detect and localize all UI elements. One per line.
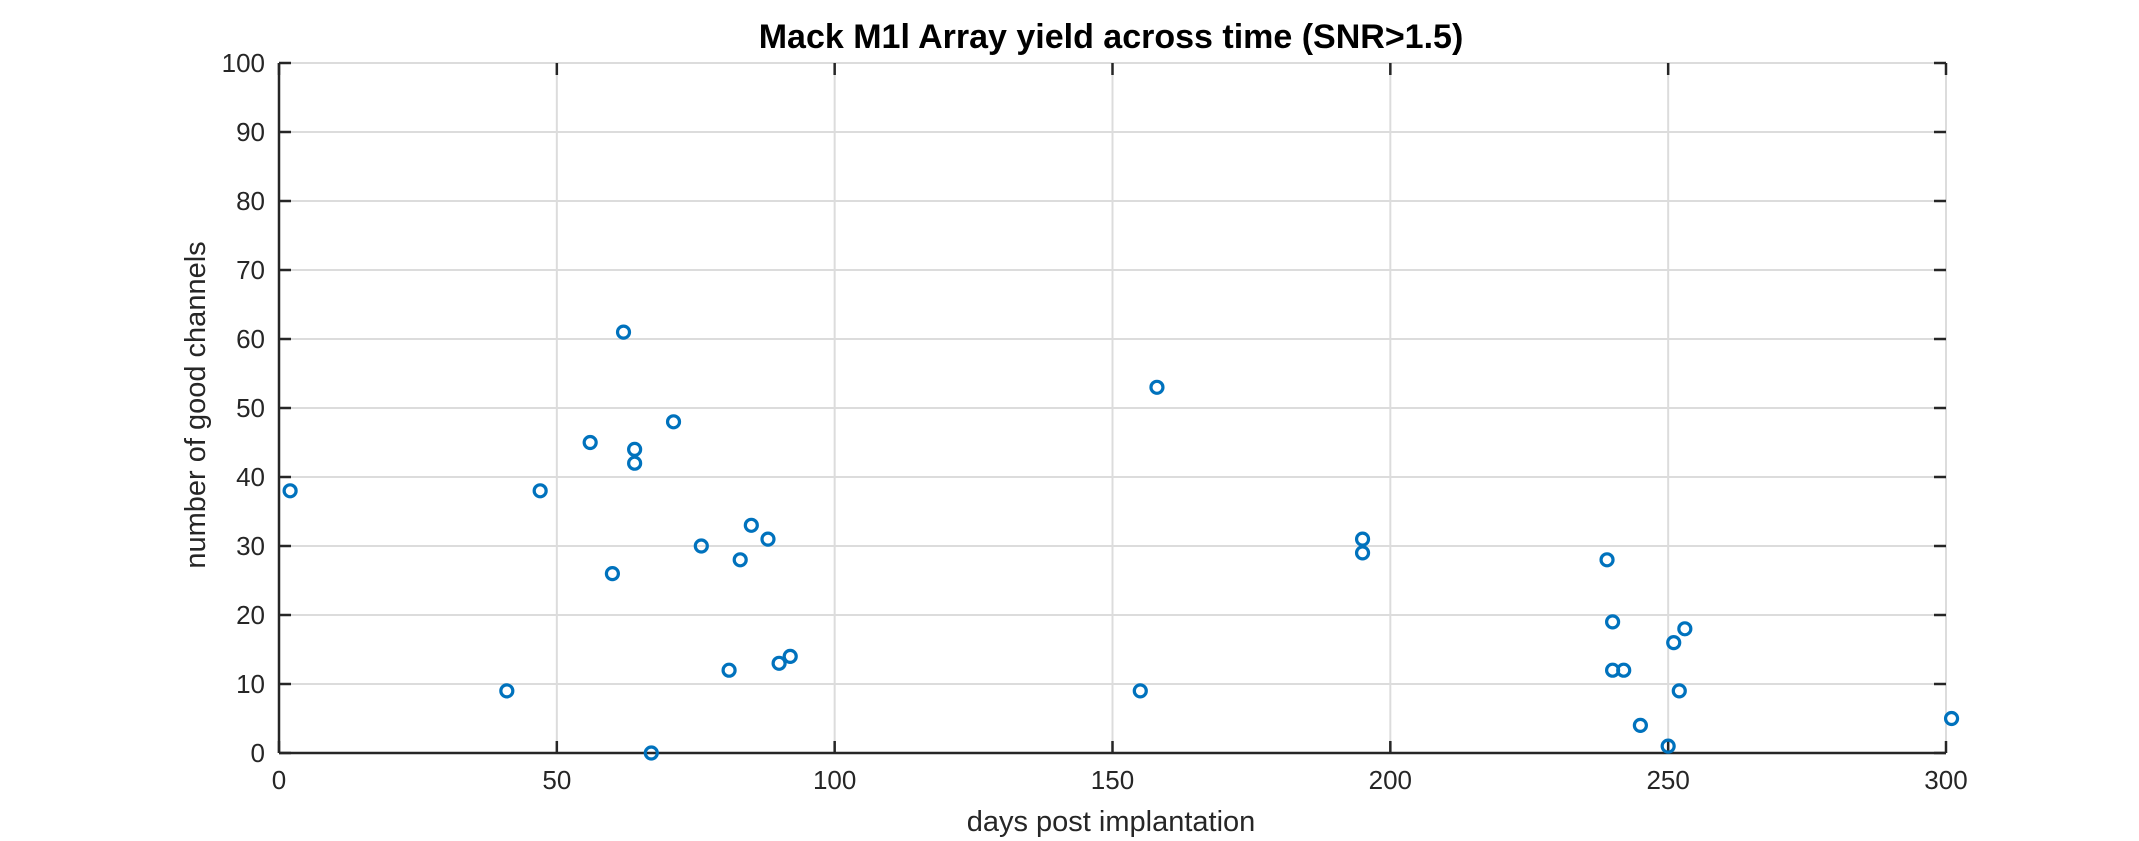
y-tick-label: 50 <box>236 393 265 423</box>
data-point <box>1666 634 1682 651</box>
data-point <box>732 552 748 568</box>
data-point <box>627 455 643 471</box>
data-point <box>604 565 621 582</box>
x-tick-label: 300 <box>1924 765 1967 795</box>
data-point <box>760 531 776 547</box>
data-point <box>643 745 659 761</box>
x-tick-label: 100 <box>813 765 856 795</box>
data-point <box>1149 379 1165 395</box>
chart-title: Mack M1l Array yield across time (SNR>1.… <box>759 18 1464 56</box>
data-point <box>693 538 709 554</box>
data-point <box>1604 614 1621 630</box>
y-tick-label: 100 <box>222 48 265 78</box>
data-point <box>1660 738 1676 754</box>
grid <box>278 62 1947 754</box>
data-point <box>743 517 759 533</box>
y-axis-label: number of good channels <box>180 241 212 568</box>
y-tick-label: 70 <box>236 255 265 285</box>
data-point <box>771 655 787 671</box>
data-point <box>1599 552 1615 568</box>
data-point <box>782 648 798 665</box>
y-tick-label: 0 <box>251 738 265 768</box>
data-point <box>532 483 548 499</box>
x-axis-label: days post implantation <box>967 806 1256 838</box>
x-tick-label: 250 <box>1646 765 1689 795</box>
data-point <box>1671 683 1687 699</box>
x-tick-label: 200 <box>1369 765 1412 795</box>
data-point <box>615 324 632 340</box>
data-point <box>1677 621 1693 637</box>
data-point <box>665 414 682 430</box>
y-tick-label: 30 <box>236 531 265 561</box>
data-point <box>499 683 515 699</box>
data-point <box>1632 717 1648 734</box>
y-tick-label: 10 <box>236 669 265 699</box>
data-point <box>1132 683 1148 699</box>
data-point <box>1354 531 1371 547</box>
y-tick-label: 90 <box>236 117 265 147</box>
ticks: 0 50 100 150 200 250 300 0 10 20 30 40 50 60 70 80 90 100 <box>222 48 1968 795</box>
data-point <box>1616 662 1632 678</box>
x-tick-label: 0 <box>272 765 286 795</box>
y-tick-label: 40 <box>236 462 265 492</box>
y-tick-label: 80 <box>236 186 265 216</box>
data-point <box>721 662 737 678</box>
data-point <box>1354 545 1371 561</box>
data-point <box>1943 710 1960 727</box>
x-tick-label: 50 <box>542 765 571 795</box>
data-points <box>282 324 1960 761</box>
y-tick-label: 20 <box>236 600 265 630</box>
x-tick-label: 150 <box>1091 765 1134 795</box>
y-tick-label: 60 <box>236 324 265 354</box>
data-point <box>627 441 643 457</box>
data-point <box>582 434 598 451</box>
data-point <box>282 483 298 499</box>
